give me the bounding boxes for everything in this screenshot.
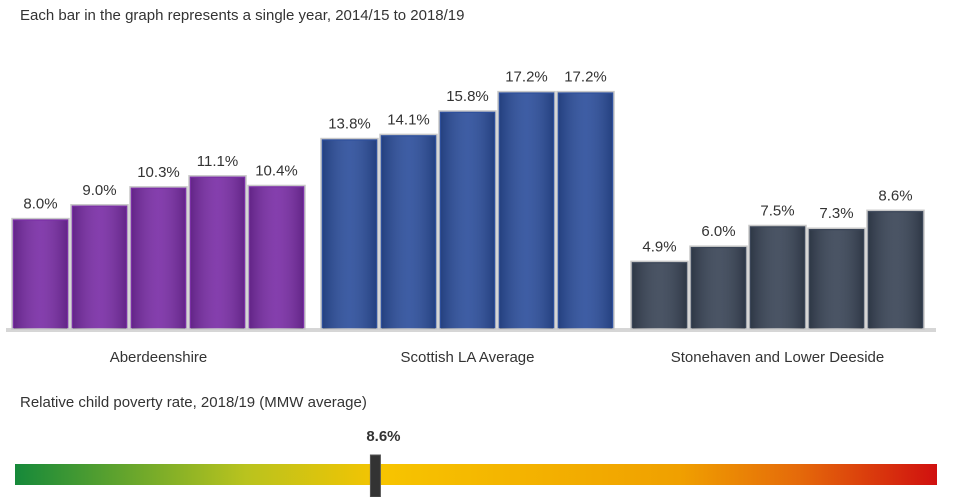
bar-shine bbox=[500, 93, 553, 329]
group-label: Scottish LA Average bbox=[401, 349, 535, 366]
value-label: 15.8% bbox=[446, 88, 489, 105]
bar-shine bbox=[191, 177, 244, 329]
gauge-value-label: 8.6% bbox=[366, 428, 400, 445]
bar-shine bbox=[73, 206, 126, 329]
bar-shine bbox=[14, 220, 67, 329]
bar-shine bbox=[751, 227, 804, 329]
bar-shine bbox=[692, 248, 745, 329]
value-label: 6.0% bbox=[701, 223, 735, 240]
chart-subtitle: Each bar in the graph represents a singl… bbox=[20, 7, 464, 24]
value-label: 9.0% bbox=[82, 182, 116, 199]
bar-shine bbox=[382, 136, 435, 329]
value-label: 11.1% bbox=[197, 153, 238, 170]
bar-shine bbox=[633, 263, 686, 329]
value-label: 7.5% bbox=[760, 202, 794, 219]
value-label: 10.3% bbox=[137, 164, 180, 181]
group-label: Stonehaven and Lower Deeside bbox=[671, 349, 885, 366]
bar-shine bbox=[323, 140, 376, 329]
bar-shine bbox=[132, 188, 185, 329]
value-label: 4.9% bbox=[642, 238, 676, 255]
value-label: 7.3% bbox=[819, 205, 853, 222]
group-label: Aberdeenshire bbox=[110, 349, 208, 366]
value-label: 17.2% bbox=[564, 69, 607, 86]
value-label: 17.2% bbox=[505, 69, 548, 86]
value-label: 13.8% bbox=[328, 116, 371, 133]
floor bbox=[6, 328, 936, 332]
value-label: 8.0% bbox=[23, 196, 57, 213]
bar-shine bbox=[441, 112, 494, 330]
value-label: 10.4% bbox=[255, 162, 298, 179]
value-label: 8.6% bbox=[878, 187, 912, 204]
bar-shine bbox=[250, 187, 303, 329]
gauge-title: Relative child poverty rate, 2018/19 (MM… bbox=[20, 394, 367, 411]
value-label: 14.1% bbox=[387, 111, 430, 128]
bar-shine bbox=[869, 212, 922, 329]
bar-shine bbox=[810, 230, 863, 329]
gauge-scale bbox=[15, 464, 937, 485]
bar-shine bbox=[559, 93, 612, 329]
gauge-marker bbox=[369, 454, 381, 497]
